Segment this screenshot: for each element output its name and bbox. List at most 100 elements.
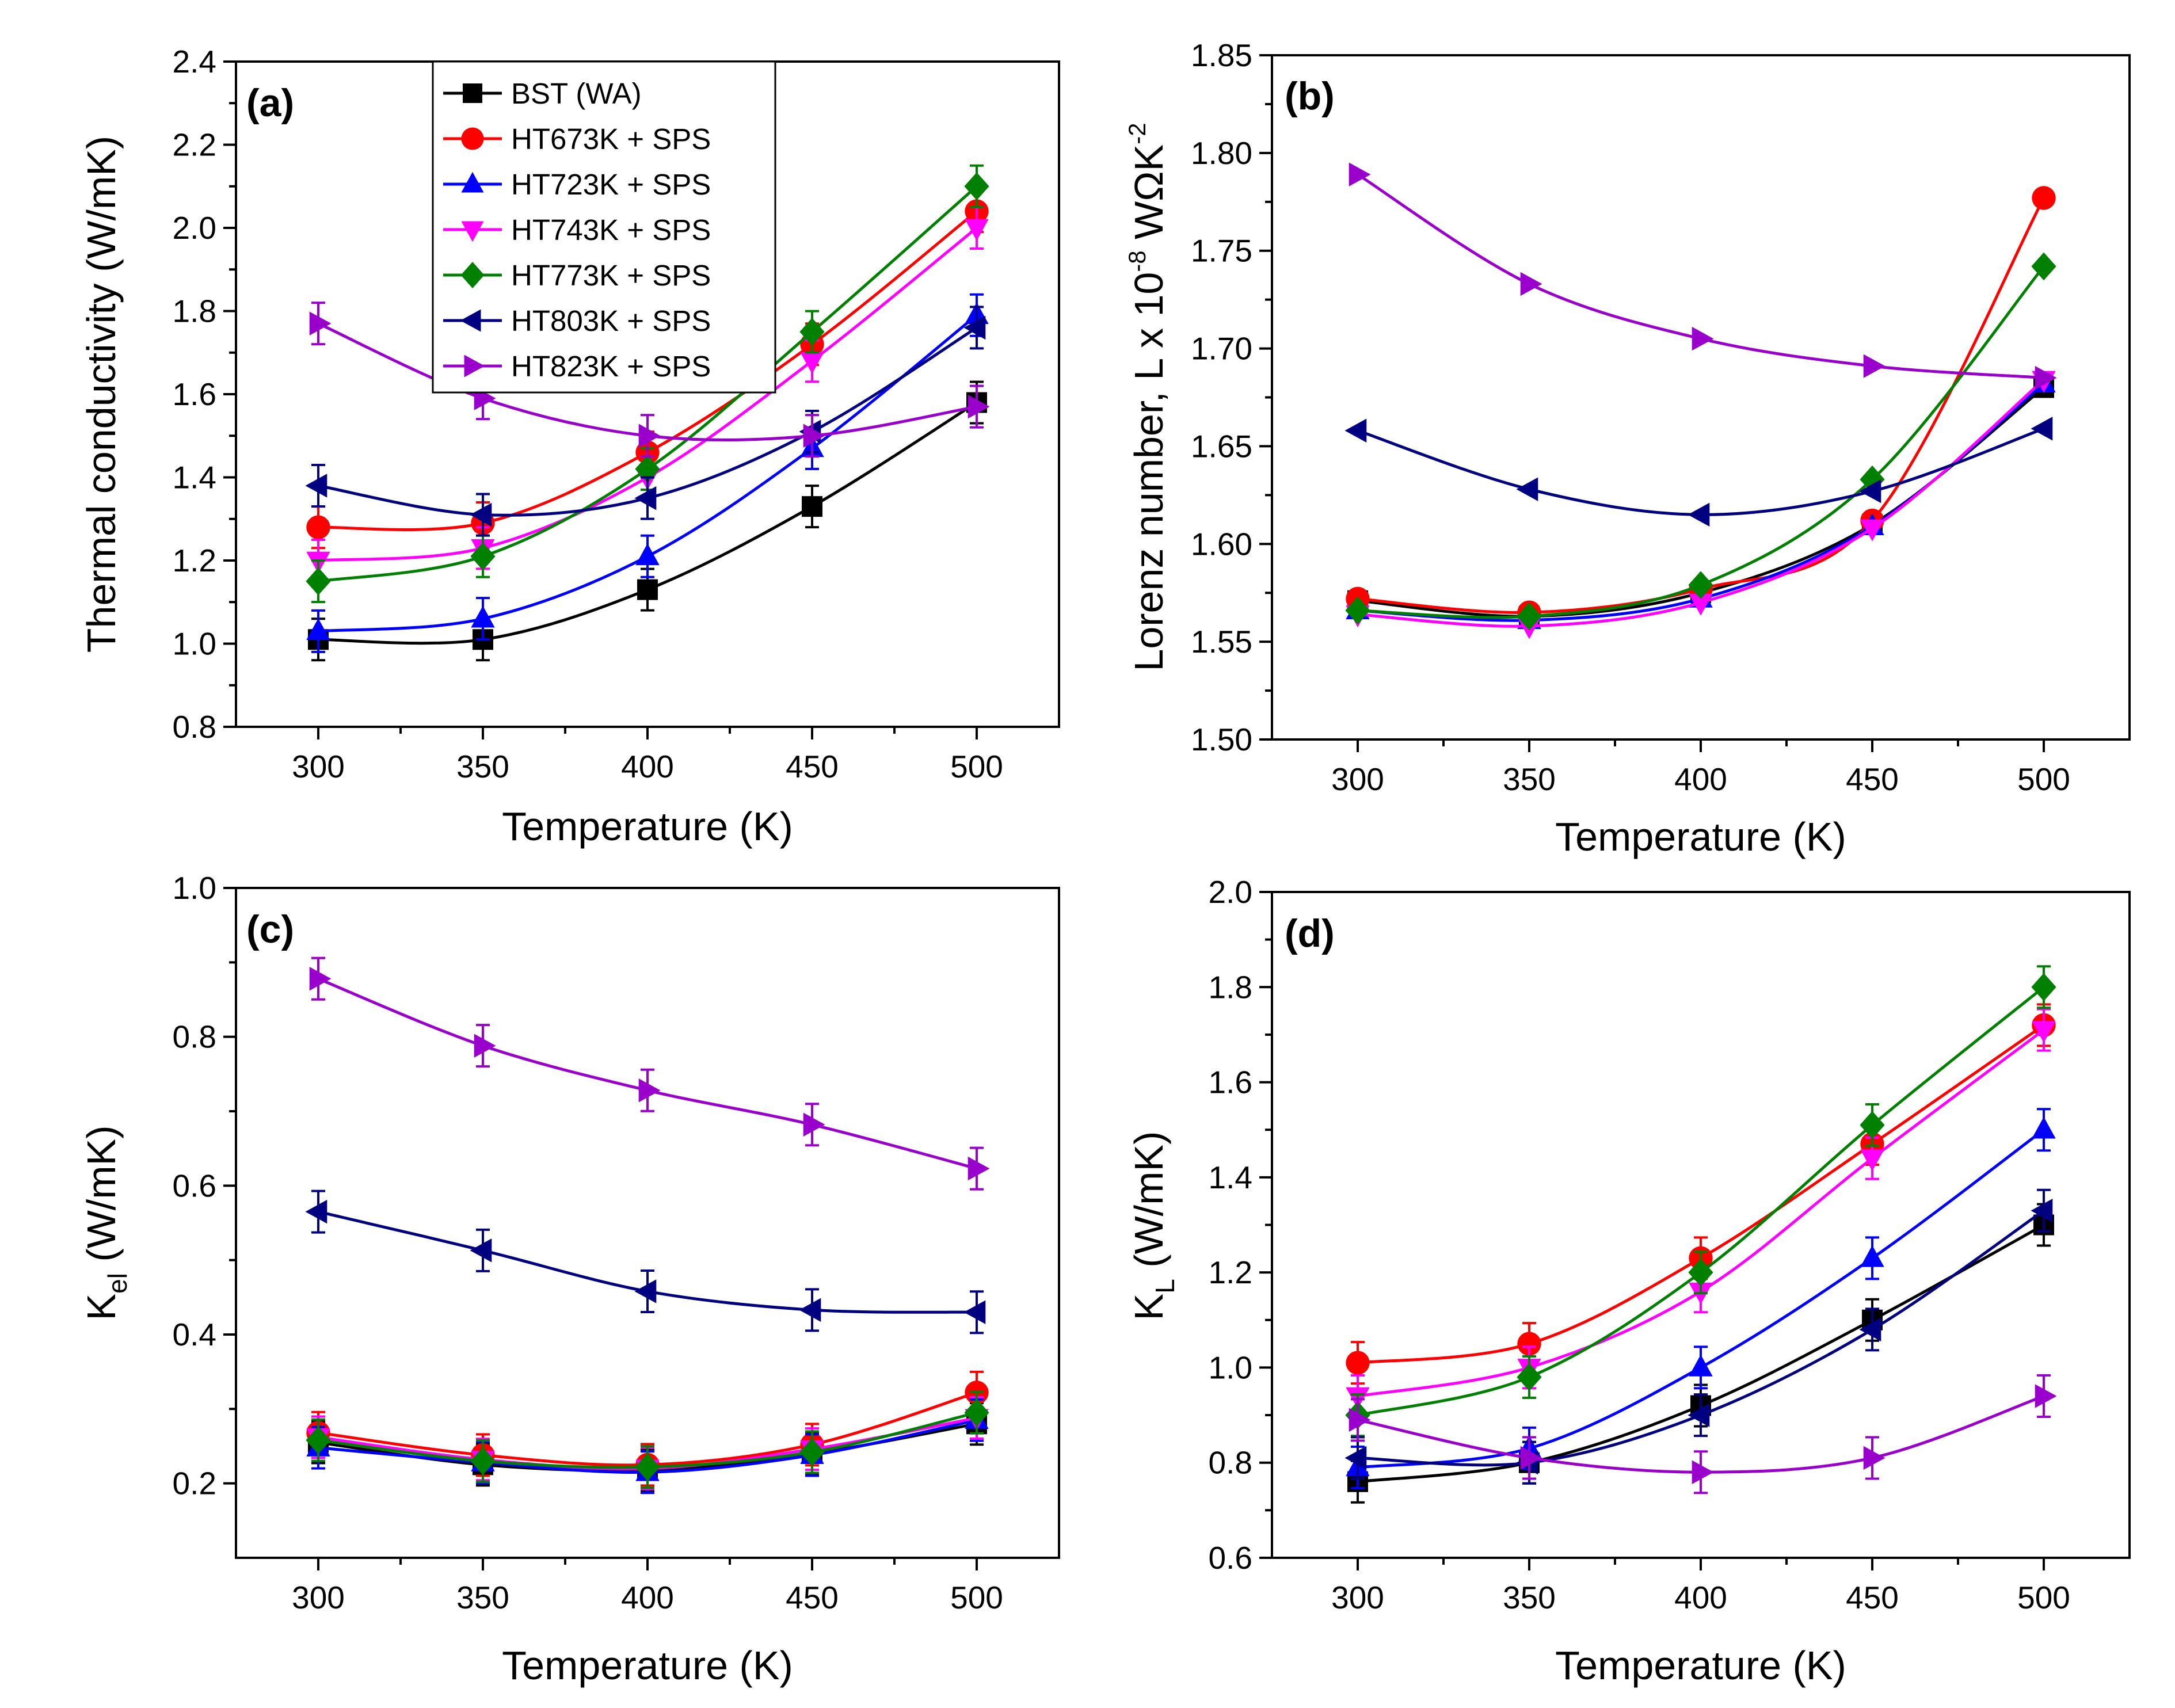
y-tick-label: 1.4 xyxy=(173,460,216,495)
data-point xyxy=(1860,1245,1884,1267)
legend-box xyxy=(432,60,776,394)
x-axis-title: Temperature (K) xyxy=(1555,1643,1846,1688)
data-point xyxy=(1859,1317,1881,1342)
panel-label: (b) xyxy=(1285,74,1335,118)
legend-label: HT673K + SPS xyxy=(511,123,711,155)
y-tick-label: 0.2 xyxy=(173,1466,216,1501)
data-point xyxy=(1345,596,1370,625)
series-4 xyxy=(306,164,989,604)
data-point xyxy=(474,1034,496,1058)
y-axis-title: KL (W/mK) xyxy=(1126,1131,1180,1321)
x-tick-label: 300 xyxy=(292,1580,345,1615)
x-tick-label: 400 xyxy=(621,1580,674,1615)
data-point xyxy=(1688,502,1710,527)
data-point xyxy=(803,1112,825,1137)
data-point xyxy=(305,1199,327,1224)
legend-item: HT723K + SPS xyxy=(443,168,711,201)
data-point xyxy=(799,1438,825,1466)
data-point xyxy=(1863,354,1885,378)
data-point xyxy=(964,1398,989,1427)
x-tick-label: 350 xyxy=(456,749,509,784)
y-axis-title-unit: (W/mK) xyxy=(79,1125,124,1273)
data-point xyxy=(306,515,330,539)
data-point xyxy=(305,474,327,498)
y-tick-label: 1.0 xyxy=(1209,1349,1252,1385)
data-point xyxy=(306,1426,331,1454)
data-point xyxy=(803,424,825,448)
data-point xyxy=(634,1279,657,1303)
data-point xyxy=(2031,417,2053,441)
data-point xyxy=(635,543,660,566)
panel-d: 300 350 400 450 500 0.6 0.8 1.0 1.2 1.4 1.6 1.8 2.0 T… xyxy=(1126,874,2131,1688)
legend-label: HT743K + SPS xyxy=(511,214,711,246)
data-point xyxy=(965,219,989,241)
data-point xyxy=(802,496,822,517)
data-point xyxy=(1517,1363,1542,1391)
series-line xyxy=(1357,173,2044,379)
y-tick-label: 0.6 xyxy=(1209,1540,1252,1576)
y-tick-label: 1.60 xyxy=(1191,526,1252,562)
y-tick-label: 1.50 xyxy=(1191,722,1252,757)
y-axis-title: Thermal conductivity (W/mK) xyxy=(79,136,124,653)
legend-item: HT823K + SPS xyxy=(443,350,711,383)
y-tick-label: 1.2 xyxy=(1209,1255,1252,1290)
series-line xyxy=(1357,197,2046,614)
legend-marker xyxy=(461,171,484,193)
legend-label: HT773K + SPS xyxy=(511,259,711,292)
data-point xyxy=(2031,252,2056,281)
panel-label: (a) xyxy=(246,81,294,125)
data-point xyxy=(1349,1408,1371,1432)
legend-item: HT673K + SPS xyxy=(443,123,711,155)
y-tick-label: 0.4 xyxy=(173,1317,216,1352)
x-tick-label: 300 xyxy=(1331,761,1384,797)
y-tick-label: 0.8 xyxy=(173,709,216,745)
data-point xyxy=(1517,602,1542,631)
x-tick-label: 500 xyxy=(2017,1580,2070,1615)
x-tick-label: 500 xyxy=(2017,761,2070,797)
data-point xyxy=(470,502,492,527)
y-axis-title-subscript: el xyxy=(102,1273,132,1294)
series-5 xyxy=(1344,417,2053,527)
data-point xyxy=(471,605,495,628)
y-tick-label: 2.2 xyxy=(173,127,216,163)
data-point xyxy=(2031,1199,2053,1223)
y-tick-label: 1.0 xyxy=(173,870,216,906)
data-point xyxy=(635,1452,660,1481)
data-point xyxy=(470,1447,496,1476)
y-tick-label: 1.8 xyxy=(173,293,216,329)
y-axis-title: Lorenz number, L x 10-8 WΩK-2 xyxy=(1123,123,1171,671)
data-point xyxy=(1520,272,1542,296)
y-tick-label: 1.2 xyxy=(173,543,216,578)
panel-label: (d) xyxy=(1285,912,1335,955)
panel-a: 300 350 400 450 500 0.8 1.0 1.2 1.4 1.6 1.8 2.0 2.2 2… xyxy=(79,44,1060,849)
legend-marker xyxy=(461,221,484,242)
data-point xyxy=(1860,1149,1884,1172)
y-axis-title-exponent: -2 xyxy=(1123,123,1151,144)
x-tick-label: 300 xyxy=(1331,1580,1384,1615)
legend-label: HT803K + SPS xyxy=(511,304,711,337)
x-tick-label: 350 xyxy=(1503,761,1556,797)
x-tick-label: 400 xyxy=(1674,1580,1727,1615)
y-tick-label: 1.75 xyxy=(1191,233,1252,269)
data-point xyxy=(799,1298,821,1322)
y-axis-title-exponent: -8 xyxy=(1123,250,1151,272)
data-point xyxy=(1859,479,1881,504)
data-point xyxy=(800,352,824,374)
data-point xyxy=(2035,1384,2057,1408)
panel-c: 300 350 400 450 500 0.2 0.4 0.6 0.8 1.0 Temperatur… xyxy=(79,870,1060,1688)
data-point xyxy=(1520,1446,1542,1470)
data-point xyxy=(963,315,986,340)
series-line xyxy=(1357,427,2044,516)
data-point xyxy=(309,967,332,991)
legend-marker xyxy=(461,127,484,150)
y-axis-title-main: Lorenz number, L x 10 xyxy=(1126,272,1171,672)
x-axis-title: Temperature (K) xyxy=(502,1643,793,1688)
y-tick-label: 1.0 xyxy=(173,626,216,662)
series-6 xyxy=(1349,162,2057,390)
y-tick-label: 1.55 xyxy=(1191,624,1252,659)
data-point xyxy=(1692,1460,1714,1484)
legend: BST (WA) HT673K + SPS HT723K + SPS HT743K +… xyxy=(432,60,776,394)
data-point xyxy=(2031,973,2056,1001)
y-axis-title: Kel (W/mK) xyxy=(79,1125,132,1320)
y-tick-label: 2.0 xyxy=(173,210,216,246)
